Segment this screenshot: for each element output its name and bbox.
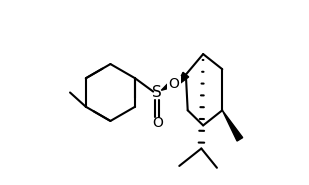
Text: S: S (152, 85, 162, 100)
Polygon shape (161, 81, 173, 90)
Text: O: O (152, 116, 163, 130)
Polygon shape (222, 110, 243, 141)
Text: O: O (168, 77, 179, 91)
Polygon shape (176, 72, 189, 86)
